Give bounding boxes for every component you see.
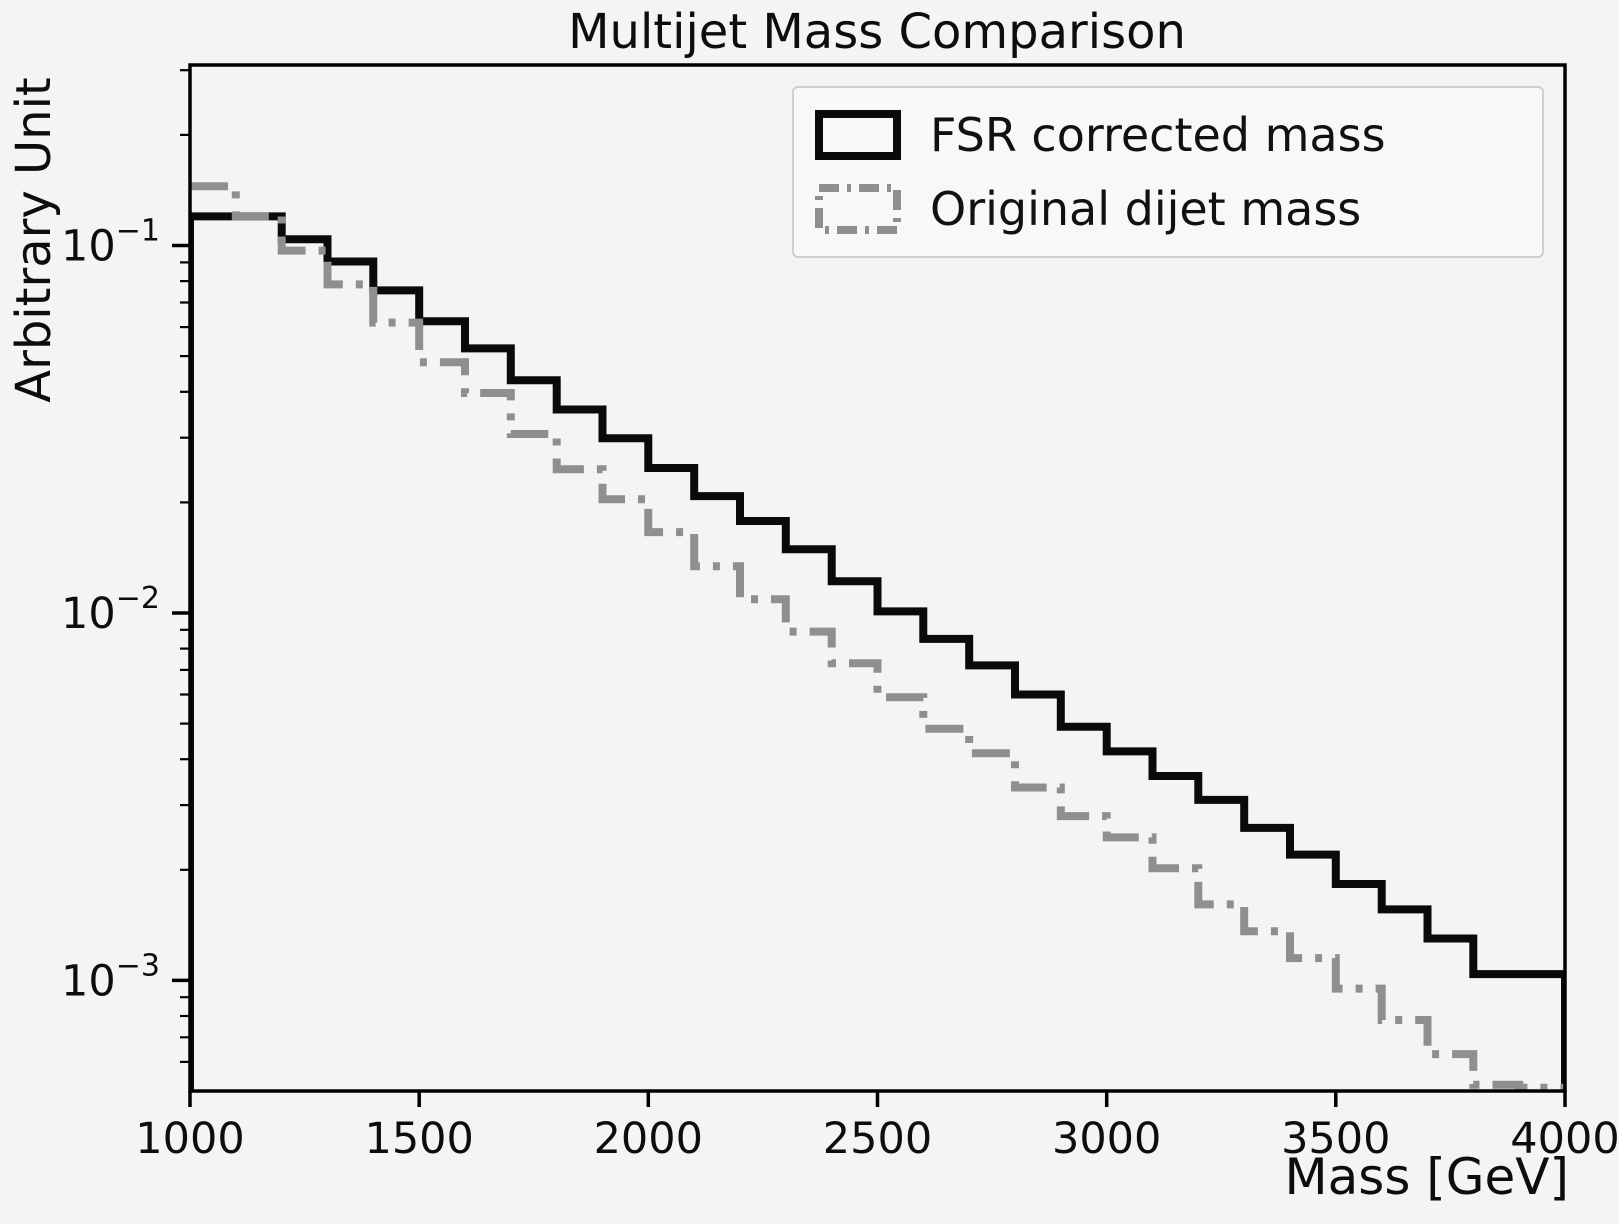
- series-line-original-dijet-mass: [190, 182, 1565, 1091]
- chart-title: Multijet Mass Comparison: [568, 4, 1186, 60]
- legend: FSR corrected mass Original dijet mass: [792, 86, 1544, 258]
- x-tick-label: 3500: [1281, 1114, 1390, 1164]
- x-tick-label: 1500: [364, 1114, 473, 1164]
- x-tick-label: 2500: [823, 1114, 932, 1164]
- y-tick-label: 10−2: [61, 581, 160, 639]
- legend-item-original-dijet-mass: Original dijet mass: [814, 182, 1542, 236]
- legend-label-dijet: Original dijet mass: [930, 182, 1362, 236]
- x-tick-label: 2000: [594, 1114, 703, 1164]
- legend-swatch-dijet-icon: [815, 184, 901, 234]
- y-tick-label: 10−1: [61, 214, 160, 272]
- x-tick-label: 4000: [1510, 1114, 1619, 1164]
- x-tick-label: 3000: [1052, 1114, 1161, 1164]
- legend-label-fsr: FSR corrected mass: [930, 108, 1386, 162]
- legend-swatch-fsr-icon: [815, 110, 901, 160]
- y-tick-label: 10−3: [61, 948, 160, 1006]
- x-axis-label: Mass [GeV]: [1284, 1148, 1570, 1206]
- y-axis-label: Arbitrary Unit: [6, 77, 62, 403]
- series-line-fsr-corrected-mass: [190, 212, 1565, 1091]
- x-tick-label: 1000: [135, 1114, 244, 1164]
- legend-item-fsr-corrected-mass: FSR corrected mass: [814, 108, 1542, 162]
